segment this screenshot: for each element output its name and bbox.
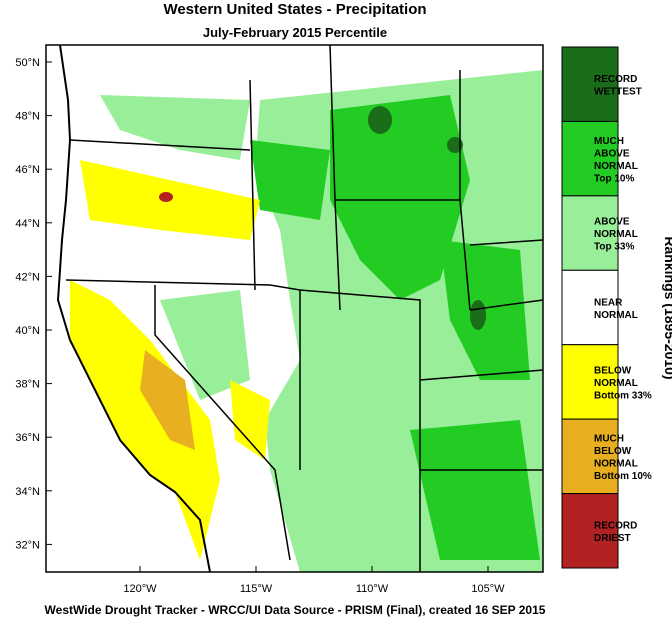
legend-label: ABOVE [594, 148, 630, 159]
legend-label: BELOW [594, 365, 632, 376]
lat-label: 48°N [15, 111, 40, 123]
legend-swatch [561, 344, 619, 420]
legend-swatch [561, 418, 619, 495]
legend-label: MUCH [594, 136, 624, 147]
lat-label: 46°N [15, 164, 40, 176]
record-wet [368, 106, 392, 134]
legend-label: BELOW [594, 446, 632, 457]
legend-label: ABOVE [594, 217, 630, 228]
lon-label: 110°W [356, 583, 389, 595]
legend-label: NORMAL [594, 229, 638, 240]
lat-label: 34°N [15, 486, 40, 498]
legend-label: Top 10% [594, 173, 634, 184]
footer: WestWide Drought Tracker - WRCC/UI Data … [45, 603, 546, 617]
lat-label: 40°N [15, 325, 40, 337]
legend-label: NEAR [594, 297, 623, 308]
title: Western United States - Precipitation [163, 1, 426, 18]
legend-label: NORMAL [594, 459, 638, 470]
legend-label: Top 33% [594, 242, 634, 253]
lon-label: 115°W [240, 583, 273, 595]
legend-label: Bottom 33% [594, 390, 652, 401]
legend-label: WETTEST [594, 86, 642, 97]
lon-label: 105°W [471, 583, 505, 595]
above-normal-area [100, 95, 250, 160]
legend-label: NORMAL [594, 310, 638, 321]
legend-label: NORMAL [594, 378, 638, 389]
subtitle: July-February 2015 Percentile [203, 25, 387, 40]
much-below-area [140, 350, 195, 450]
borders [65, 45, 543, 572]
legend-label: NORMAL [594, 161, 638, 172]
lat-label: 38°N [15, 379, 40, 391]
record-wet [470, 300, 486, 330]
lat-label: 36°N [15, 432, 40, 444]
legend-title: Rankings (1895-2010) [662, 236, 672, 379]
legend-swatch [561, 120, 619, 197]
lat-label: 50°N [15, 57, 40, 69]
lat-label: 42°N [15, 271, 40, 283]
legend-swatch [561, 493, 619, 569]
record-wet [447, 137, 463, 153]
record-dry [159, 192, 173, 202]
legend-swatch [561, 269, 619, 346]
legend-swatch [561, 46, 619, 122]
much-above-area [250, 140, 330, 220]
above-normal-area [160, 290, 250, 400]
legend-label: MUCH [594, 434, 624, 445]
map-frame [45, 44, 544, 573]
legend-label: Bottom 10% [594, 471, 652, 482]
legend-label: RECORD [594, 521, 637, 532]
much-above-area [330, 95, 470, 300]
much-above-area [410, 420, 540, 560]
legend-label: RECORD [594, 74, 637, 85]
below-normal-area [230, 380, 270, 460]
below-normal-area [70, 280, 220, 560]
map: 50°N 48°N 46°N 44°N 42°N 40°N 38°N 36°N 34°N 32°N… [15, 44, 544, 595]
lon-label: 120°W [123, 583, 157, 595]
legend-swatch [561, 195, 619, 271]
legend-label: DRIEST [594, 533, 631, 544]
lat-label: 44°N [15, 218, 40, 230]
lat-label: 32°N [15, 539, 40, 551]
